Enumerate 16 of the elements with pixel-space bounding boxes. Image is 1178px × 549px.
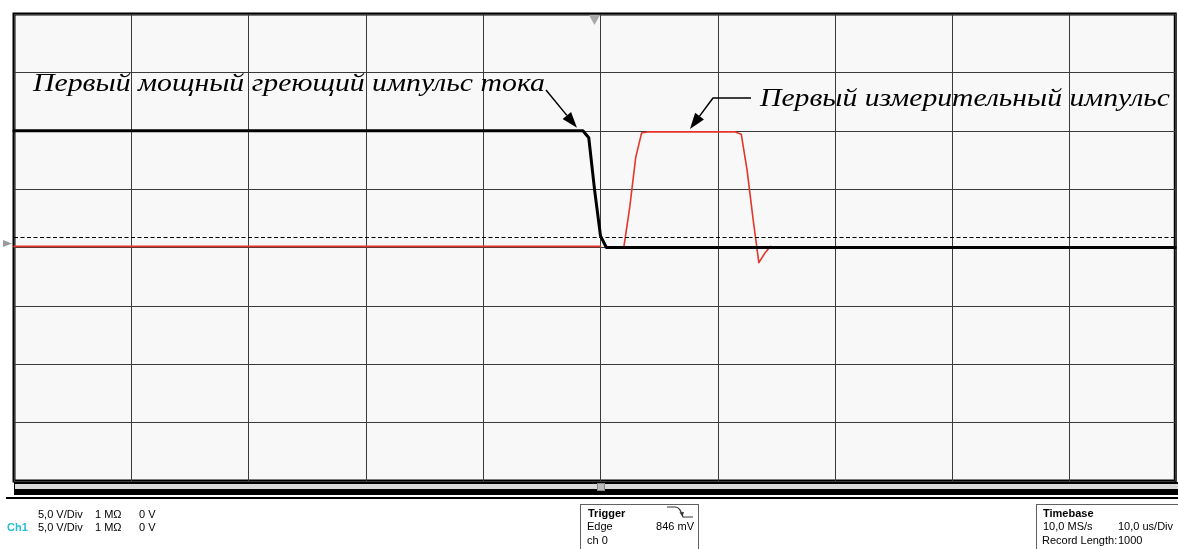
text: 10,0 MS/s — [1043, 519, 1093, 532]
text: Record Length: — [1042, 533, 1118, 546]
text: Timebase — [1043, 506, 1094, 519]
text: 0 V — [139, 508, 156, 520]
text: 1 MΩ — [95, 521, 122, 533]
text: Trigger — [588, 506, 626, 519]
text: 846 mV — [656, 519, 694, 532]
text: 1000 — [1118, 533, 1143, 546]
text: 10,0 us/Div — [1118, 519, 1174, 532]
text: 1 MΩ — [95, 508, 122, 520]
text: Edge — [587, 519, 613, 532]
text: ch 0 — [587, 533, 608, 546]
text: 5,0 V/Div — [38, 521, 83, 533]
text: Ch1 — [7, 521, 28, 533]
text: 5,0 V/Div — [38, 508, 83, 520]
text: 0 V — [139, 521, 156, 533]
